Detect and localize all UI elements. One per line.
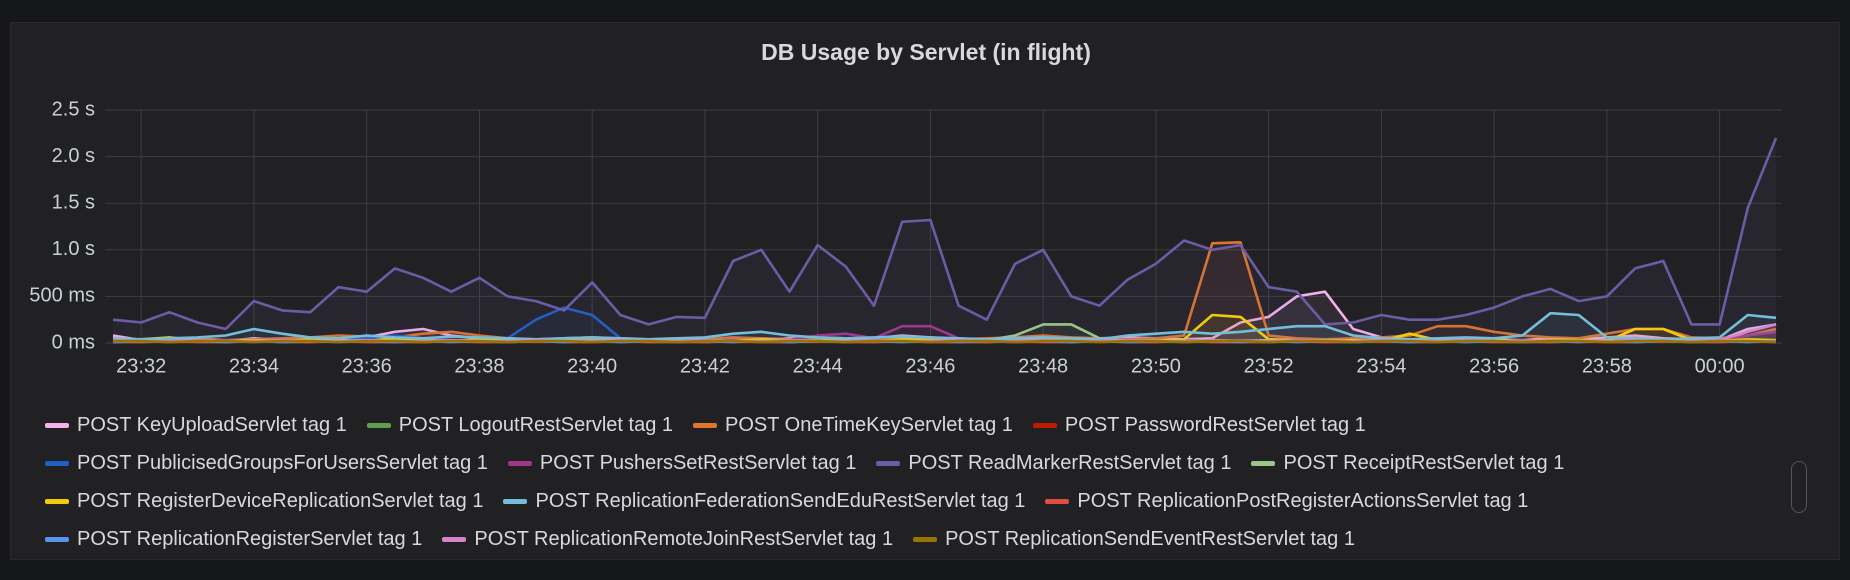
panel-title[interactable]: DB Usage by Servlet (in flight) — [761, 39, 1091, 65]
x-tick-label: 23:40 — [567, 355, 617, 377]
legend-label[interactable]: POST ReceiptRestServlet tag 1 — [1283, 451, 1565, 474]
legend-label[interactable]: POST PasswordRestServlet tag 1 — [1064, 413, 1366, 436]
legend-item[interactable]: POST ReplicationPostRegisterActionsServl… — [1045, 482, 1528, 520]
legend-label[interactable]: POST ReplicationFederationSendEduRestSer… — [535, 489, 1026, 512]
legend: POST KeyUploadServlet tag 1 POST LogoutRe… — [45, 406, 1775, 554]
x-tick-label: 23:50 — [1131, 355, 1181, 377]
x-tick-label: 23:38 — [454, 355, 504, 377]
series-area — [113, 326, 1776, 343]
series-line — [113, 339, 1777, 344]
legend-label[interactable]: POST LogoutRestServlet tag 1 — [398, 413, 674, 436]
legend-item[interactable]: POST OneTimeKeyServlet tag 1 — [693, 406, 1013, 444]
chart: 0 ms 500 ms 1.0 s 1.5 s 2.0 s 2.5 s 23:32 23:34… — [29, 98, 1782, 377]
legend-swatch — [442, 536, 467, 542]
legend-swatch — [693, 422, 718, 428]
x-tick-label: 00:00 — [1695, 355, 1745, 377]
legend-item[interactable]: POST ReadMarkerRestServlet tag 1 — [876, 444, 1231, 482]
x-tick-label: 23:36 — [342, 355, 392, 377]
x-tick-label: 23:56 — [1469, 355, 1519, 377]
x-tick-label: 23:42 — [680, 355, 730, 377]
legend-label[interactable]: POST ReplicationRemoteJoinRestServlet ta… — [474, 527, 894, 550]
legend-item[interactable]: POST ReplicationSendEventRestServlet tag… — [913, 520, 1355, 554]
legend-item[interactable]: POST ReceiptRestServlet tag 1 — [1251, 444, 1564, 482]
legend-item[interactable]: POST PasswordRestServlet tag 1 — [1032, 406, 1366, 444]
legend-swatch — [45, 422, 69, 428]
x-tick-label: 23:44 — [793, 355, 843, 377]
series-line — [112, 137, 1778, 331]
y-tick-label: 2.0 s — [52, 145, 95, 167]
x-tick-label: 23:34 — [229, 355, 279, 377]
legend-swatch — [503, 498, 528, 504]
legend-label[interactable]: POST ReadMarkerRestServlet tag 1 — [908, 451, 1232, 474]
series-line — [112, 311, 1777, 341]
y-tick-label: 1.0 s — [52, 238, 95, 260]
legend-item[interactable]: POST PublicisedGroupsForUsersServlet tag… — [45, 444, 488, 482]
legend-item[interactable]: POST ReplicationFederationSendEduRestSer… — [503, 482, 1025, 520]
scrollbar-thumb[interactable] — [1791, 461, 1807, 513]
legend-item[interactable]: POST LogoutRestServlet tag 1 — [366, 406, 674, 444]
legend-swatch — [1251, 460, 1276, 466]
legend-label[interactable]: POST ReplicationPostRegisterActionsServl… — [1077, 489, 1529, 512]
legend-swatch — [45, 460, 69, 466]
x-tick-label: 23:48 — [1018, 355, 1068, 377]
legend-swatch — [1045, 498, 1070, 504]
legend-label[interactable]: POST PublicisedGroupsForUsersServlet tag… — [77, 451, 488, 474]
legend-item[interactable]: POST ReplicationRegisterServlet tag 1 — [45, 520, 422, 554]
y-tick-label: 2.5 s — [52, 98, 95, 120]
series-area — [113, 307, 1776, 343]
legend-label[interactable]: POST KeyUploadServlet tag 1 — [77, 413, 347, 436]
legend-swatch — [876, 460, 901, 466]
series-area — [113, 138, 1776, 343]
legend-label[interactable]: POST ReplicationSendEventRestServlet tag… — [945, 527, 1355, 550]
x-tick-label: 23:58 — [1582, 355, 1632, 377]
y-tick-label: 0 ms — [52, 331, 95, 353]
legend-swatch — [507, 460, 532, 466]
panel: DB Usage by Servlet (in flight) 0 ms 500 … — [10, 22, 1840, 560]
x-tick-label: 23:54 — [1356, 355, 1406, 377]
legend-swatch — [45, 498, 69, 504]
legend-label[interactable]: POST PushersSetRestServlet tag 1 — [539, 451, 857, 474]
legend-swatch — [913, 536, 938, 542]
legend-item[interactable]: POST PushersSetRestServlet tag 1 — [507, 444, 857, 482]
legend-label[interactable]: POST OneTimeKeyServlet tag 1 — [725, 413, 1013, 436]
legend-swatch — [366, 422, 391, 428]
x-tick-label: 23:32 — [116, 355, 166, 377]
x-tick-label: 23:46 — [905, 355, 955, 377]
legend-label[interactable]: POST ReplicationRegisterServlet tag 1 — [77, 527, 423, 550]
legend-swatch — [1032, 422, 1057, 428]
legend-swatch — [45, 536, 69, 542]
legend-item[interactable]: POST KeyUploadServlet tag 1 — [45, 406, 347, 444]
x-tick-label: 23:52 — [1244, 355, 1294, 377]
y-tick-label: 500 ms — [29, 285, 95, 307]
legend-item[interactable]: POST ReplicationRemoteJoinRestServlet ta… — [442, 520, 893, 554]
y-tick-label: 1.5 s — [52, 191, 95, 213]
legend-label[interactable]: POST RegisterDeviceReplicationServlet ta… — [77, 489, 484, 512]
legend-item[interactable]: POST RegisterDeviceReplicationServlet ta… — [45, 482, 483, 520]
